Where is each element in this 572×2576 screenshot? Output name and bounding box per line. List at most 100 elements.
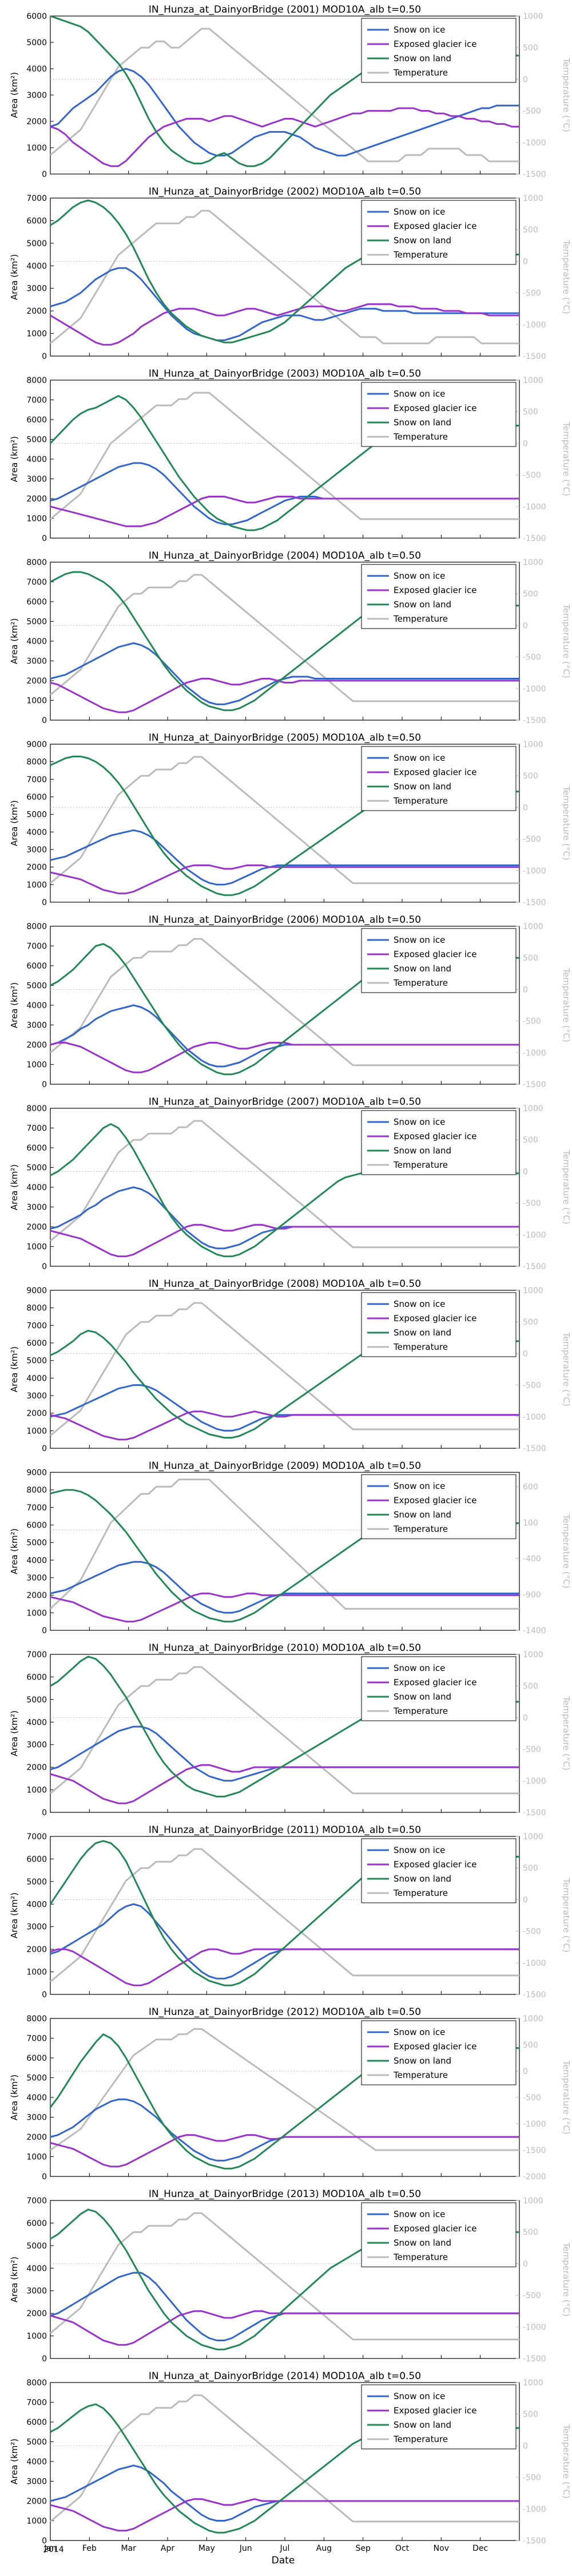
legend: Snow on ice Exposed glacier ice Snow on la… (361, 2384, 517, 2449)
y-tick-label: 8000 (26, 1304, 47, 1313)
y2-tick-label: 500 (523, 1682, 538, 1691)
y-tick-label: 4000 (26, 828, 47, 837)
series-line-temperature (50, 938, 519, 1066)
y2-tick-label: -500 (523, 2291, 541, 2301)
legend: Snow on ice Exposed glacier ice Snow on la… (361, 928, 517, 993)
x-tick-label: Aug (316, 2544, 332, 2553)
chart-panel-1: IN_Hunza_at_DainyorBridge (2001) MOD10A_… (9, 4, 571, 179)
y-tick-label: 6000 (26, 1673, 47, 1682)
chart-panel-2: IN_Hunza_at_DainyorBridge (2002) MOD10A_… (9, 186, 571, 361)
y-tick-label: 0 (42, 352, 47, 361)
y-tick-label: 4000 (26, 65, 47, 74)
y-tick-label: 5000 (26, 38, 47, 48)
y-tick-label: 4000 (26, 262, 47, 271)
x-tick-label: Feb (82, 2544, 97, 2553)
year-label: 2014 (43, 2545, 64, 2554)
y2-tick-label: -1500 (523, 352, 546, 361)
y-tick-label: 3000 (26, 1923, 47, 1932)
legend-label: Exposed glacier ice (394, 1677, 477, 1688)
x-tick-label: Jul (280, 2544, 290, 2553)
legend-label: Exposed glacier ice (394, 1859, 477, 1870)
y-tick-label: 7000 (26, 1124, 47, 1133)
y2-tick-label: 0 (523, 257, 528, 266)
legend-label: Exposed glacier ice (394, 2223, 477, 2234)
y-axis-label: Area (km²) (9, 2257, 19, 2302)
y2-axis-label: Temperature (°C) (561, 603, 571, 678)
series-line-temperature (50, 1848, 519, 1983)
y-tick-label: 7000 (26, 1650, 47, 1660)
y-axis-label: Area (km²) (9, 436, 19, 482)
y-tick-label: 3000 (26, 657, 47, 666)
y-tick-label: 6000 (26, 216, 47, 226)
series-line-temperature (50, 392, 519, 520)
legend-label: Snow on ice (394, 2209, 445, 2219)
chart-title: IN_Hunza_at_DainyorBridge (2011) MOD10A_… (149, 1824, 421, 1836)
legend-label: Snow on ice (394, 1117, 445, 1127)
legend-label: Temperature (393, 68, 448, 78)
legend: Snow on ice Exposed glacier ice Snow on la… (361, 1656, 517, 1721)
chart-title: IN_Hunza_at_DainyorBridge (2014) MOD10A_… (149, 2370, 421, 2382)
y2-tick-label: 1000 (523, 1650, 543, 1660)
y-tick-label: 7000 (26, 1321, 47, 1330)
y2-tick-label: -1500 (523, 2354, 546, 2364)
y-tick-label: 6000 (26, 12, 47, 21)
chart-panel-5: IN_Hunza_at_DainyorBridge (2005) MOD10A_… (9, 732, 571, 907)
y-tick-label: 0 (42, 1990, 47, 2000)
y2-tick-label: -1000 (523, 503, 546, 512)
chart-panel-13: IN_Hunza_at_DainyorBridge (2013) MOD10A_… (9, 2188, 571, 2364)
y-tick-label: 7000 (26, 942, 47, 951)
y2-tick-label: 1000 (523, 1832, 543, 1842)
y-tick-label: 1000 (26, 880, 47, 890)
legend-label: Snow on land (394, 1692, 451, 1702)
y2-tick-label: -1000 (523, 1231, 546, 1240)
y-tick-label: 6000 (26, 962, 47, 971)
y-tick-label: 8000 (26, 758, 47, 767)
legend: Snow on ice Exposed glacier ice Snow on la… (361, 1292, 517, 1357)
legend-label: Exposed glacier ice (394, 1495, 477, 1506)
series-line-exposed-glacier-ice (50, 1948, 519, 1986)
legend-label: Exposed glacier ice (394, 2405, 477, 2416)
y-tick-label: 9000 (26, 740, 47, 749)
y2-axis-label: Temperature (°C) (561, 1696, 571, 1770)
y-tick-label: 7000 (26, 1832, 47, 1842)
y2-tick-label: -500 (523, 1017, 541, 1026)
y2-tick-label: -1400 (523, 1626, 546, 1635)
x-tick-label: Apr (161, 2544, 174, 2553)
y-tick-label: 1000 (26, 2332, 47, 2341)
y2-tick-label: 500 (523, 44, 538, 53)
y2-tick-label: -500 (523, 2474, 541, 2483)
y2-tick-label: -1500 (523, 898, 546, 907)
chart-title: IN_Hunza_at_DainyorBridge (2008) MOD10A_… (149, 1278, 421, 1290)
y2-tick-label: -500 (523, 835, 541, 844)
legend-label: Snow on land (394, 417, 451, 428)
y2-tick-label: -1000 (523, 321, 546, 330)
series-line-exposed-glacier-ice (50, 496, 519, 527)
y-tick-label: 3000 (26, 2113, 47, 2123)
x-tick-label: May (198, 2544, 215, 2553)
y2-tick-label: -1000 (523, 1777, 546, 1786)
y-axis-label: Area (km²) (9, 254, 19, 300)
y-tick-label: 5000 (26, 2438, 47, 2447)
chart-title: IN_Hunza_at_DainyorBridge (2001) MOD10A_… (149, 4, 421, 15)
legend-label: Snow on ice (394, 1481, 445, 1491)
y-tick-label: 2000 (26, 863, 47, 872)
chart-title: IN_Hunza_at_DainyorBridge (2006) MOD10A_… (149, 914, 421, 926)
legend-label: Temperature (393, 432, 448, 442)
y-tick-label: 0 (42, 1808, 47, 1818)
y-axis-label: Area (km²) (9, 618, 19, 664)
y-tick-label: 2000 (26, 2497, 47, 2506)
y-tick-label: 0 (42, 2537, 47, 2546)
y-tick-label: 1000 (26, 515, 47, 524)
legend-label: Snow on land (394, 2420, 451, 2430)
y2-axis-label: Temperature (°C) (561, 1514, 571, 1588)
legend-label: Snow on land (394, 53, 451, 64)
y2-tick-label: -1000 (523, 139, 546, 148)
y2-tick-label: 0 (523, 439, 528, 448)
y-tick-label: 3000 (26, 91, 47, 100)
y2-tick-label: -1000 (523, 1413, 546, 1422)
legend: Snow on ice Exposed glacier ice Snow on la… (361, 1474, 517, 1539)
y2-tick-label: -1000 (523, 2120, 546, 2129)
legend-label: Temperature (393, 1888, 448, 1898)
y-tick-label: 2000 (26, 117, 47, 127)
legend-label: Temperature (393, 250, 448, 260)
